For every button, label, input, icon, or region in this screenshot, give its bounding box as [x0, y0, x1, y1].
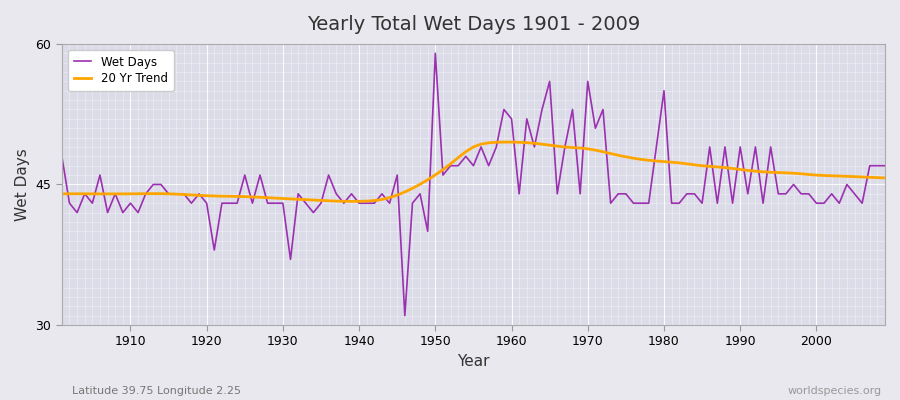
Line: Wet Days: Wet Days [62, 53, 885, 316]
Wet Days [285, 257, 296, 262]
X-axis label: Year: Year [457, 354, 490, 369]
20 Yr Trend [331, 199, 342, 204]
Title: Yearly Total Wet Days 1901 - 2009: Yearly Total Wet Days 1901 - 2009 [307, 15, 640, 34]
20 Yr Trend [57, 192, 68, 196]
20 Yr Trend [521, 140, 532, 145]
20 Yr Trend [506, 140, 517, 144]
Y-axis label: Wet Days: Wet Days [15, 148, 30, 221]
Legend: Wet Days, 20 Yr Trend: Wet Days, 20 Yr Trend [68, 50, 174, 91]
Wet Days [430, 51, 441, 56]
20 Yr Trend [879, 176, 890, 180]
Wet Days [331, 192, 342, 196]
Wet Days [521, 116, 532, 121]
Wet Days [514, 192, 525, 196]
20 Yr Trend [514, 140, 525, 145]
Wet Days [117, 210, 128, 215]
Text: Latitude 39.75 Longitude 2.25: Latitude 39.75 Longitude 2.25 [72, 386, 241, 396]
20 Yr Trend [346, 199, 357, 204]
Wet Days [57, 154, 68, 159]
Wet Days [879, 163, 890, 168]
20 Yr Trend [117, 192, 128, 196]
20 Yr Trend [613, 153, 624, 158]
Wet Days [400, 313, 410, 318]
Wet Days [613, 192, 624, 196]
Line: 20 Yr Trend: 20 Yr Trend [62, 142, 885, 201]
Text: worldspecies.org: worldspecies.org [788, 386, 882, 396]
20 Yr Trend [285, 196, 296, 201]
